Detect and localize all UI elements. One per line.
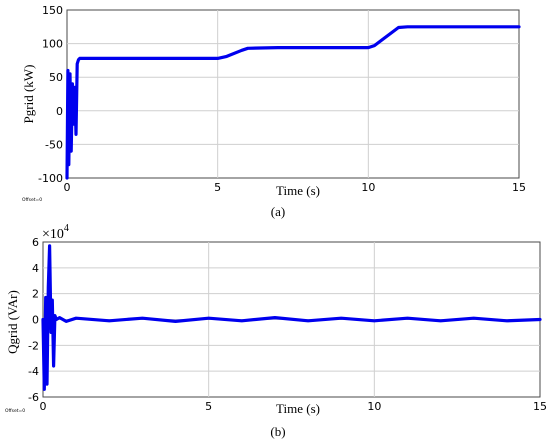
chart-panel-a: 0 5 10 15 -100 -50 0 50 100 150 Pgrid (kW) Time (… xyxy=(21,4,526,219)
x-tick-label: 5 xyxy=(205,400,212,413)
x-axis-label-b: Time (s) xyxy=(276,401,320,416)
y-tick-label: 6 xyxy=(32,236,39,249)
y-tick-label: 4 xyxy=(32,262,39,275)
grid-a xyxy=(67,10,519,178)
y-tick-label: 100 xyxy=(42,38,63,51)
x-tick-label: 15 xyxy=(512,181,526,194)
y-tick-label: -4 xyxy=(28,365,39,378)
offset-note-a: Offset=0 xyxy=(22,197,42,203)
y-tick-label: 0 xyxy=(32,314,39,327)
plot-area-a xyxy=(66,9,520,179)
series-line-pgrid xyxy=(65,25,521,180)
y-tick-label: -100 xyxy=(38,172,63,185)
y-tick-label: 150 xyxy=(42,4,63,17)
x-tick-label: 5 xyxy=(214,181,221,194)
x-tick-label: 0 xyxy=(64,181,71,194)
x-tick-label: 10 xyxy=(367,400,381,413)
y-tick-label: 2 xyxy=(32,288,39,301)
series-line-qgrid xyxy=(41,244,542,391)
x-tick-label: 15 xyxy=(533,400,547,413)
y-tick-label: -2 xyxy=(28,339,39,352)
x-tick-label: 10 xyxy=(361,181,375,194)
y-multiplier-b: ×104 xyxy=(42,223,69,242)
ticks-b: 0 5 10 15 -6 -4 -2 0 2 4 6 xyxy=(28,236,547,413)
y-axis-label-a: Pgrid (kW) xyxy=(21,65,36,124)
y-axis-label-b: Qgrid (VAr) xyxy=(5,290,20,354)
y-tick-label: -6 xyxy=(28,391,39,404)
x-tick-label: 0 xyxy=(40,400,47,413)
ticks-a: 0 5 10 15 -100 -50 0 50 100 150 xyxy=(38,4,526,194)
y-multiplier-exponent: 4 xyxy=(64,223,69,234)
y-tick-label: 50 xyxy=(49,71,63,84)
panel-label-a: (a) xyxy=(271,204,285,219)
y-tick-label: 0 xyxy=(56,105,63,118)
y-tick-label: -50 xyxy=(45,138,63,151)
y-multiplier-base: ×10 xyxy=(42,227,64,242)
panel-label-b: (b) xyxy=(270,424,285,439)
offset-note-b: Offset=0 xyxy=(5,408,25,414)
x-axis-label-a: Time (s) xyxy=(276,183,320,198)
